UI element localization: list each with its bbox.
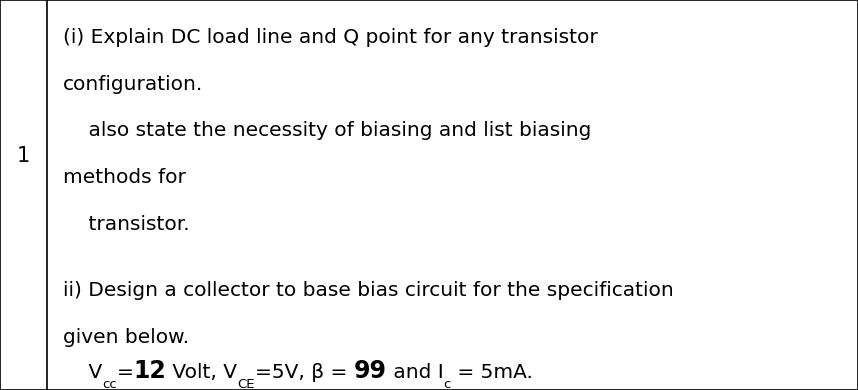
Text: (i) Explain DC load line and Q point for any transistor: (i) Explain DC load line and Q point for… bbox=[63, 28, 597, 47]
Text: configuration.: configuration. bbox=[63, 75, 202, 94]
Text: and I: and I bbox=[386, 363, 444, 382]
Text: cc: cc bbox=[102, 378, 117, 390]
Text: =: = bbox=[117, 363, 134, 382]
Text: 99: 99 bbox=[353, 359, 386, 383]
Text: CE: CE bbox=[238, 378, 255, 390]
Text: 12: 12 bbox=[134, 359, 166, 383]
Text: transistor.: transistor. bbox=[63, 215, 190, 234]
Text: ii) Design a collector to base bias circuit for the specification: ii) Design a collector to base bias circ… bbox=[63, 282, 674, 300]
Text: Volt, V: Volt, V bbox=[166, 363, 238, 382]
Text: methods for: methods for bbox=[63, 168, 185, 187]
Text: 1: 1 bbox=[17, 146, 30, 166]
Text: c: c bbox=[444, 378, 450, 390]
Text: V: V bbox=[63, 363, 102, 382]
Text: =5V, β =: =5V, β = bbox=[255, 363, 353, 382]
Text: = 5mA.: = 5mA. bbox=[450, 363, 533, 382]
Text: also state the necessity of biasing and list biasing: also state the necessity of biasing and … bbox=[63, 122, 591, 140]
Text: given below.: given below. bbox=[63, 328, 189, 347]
